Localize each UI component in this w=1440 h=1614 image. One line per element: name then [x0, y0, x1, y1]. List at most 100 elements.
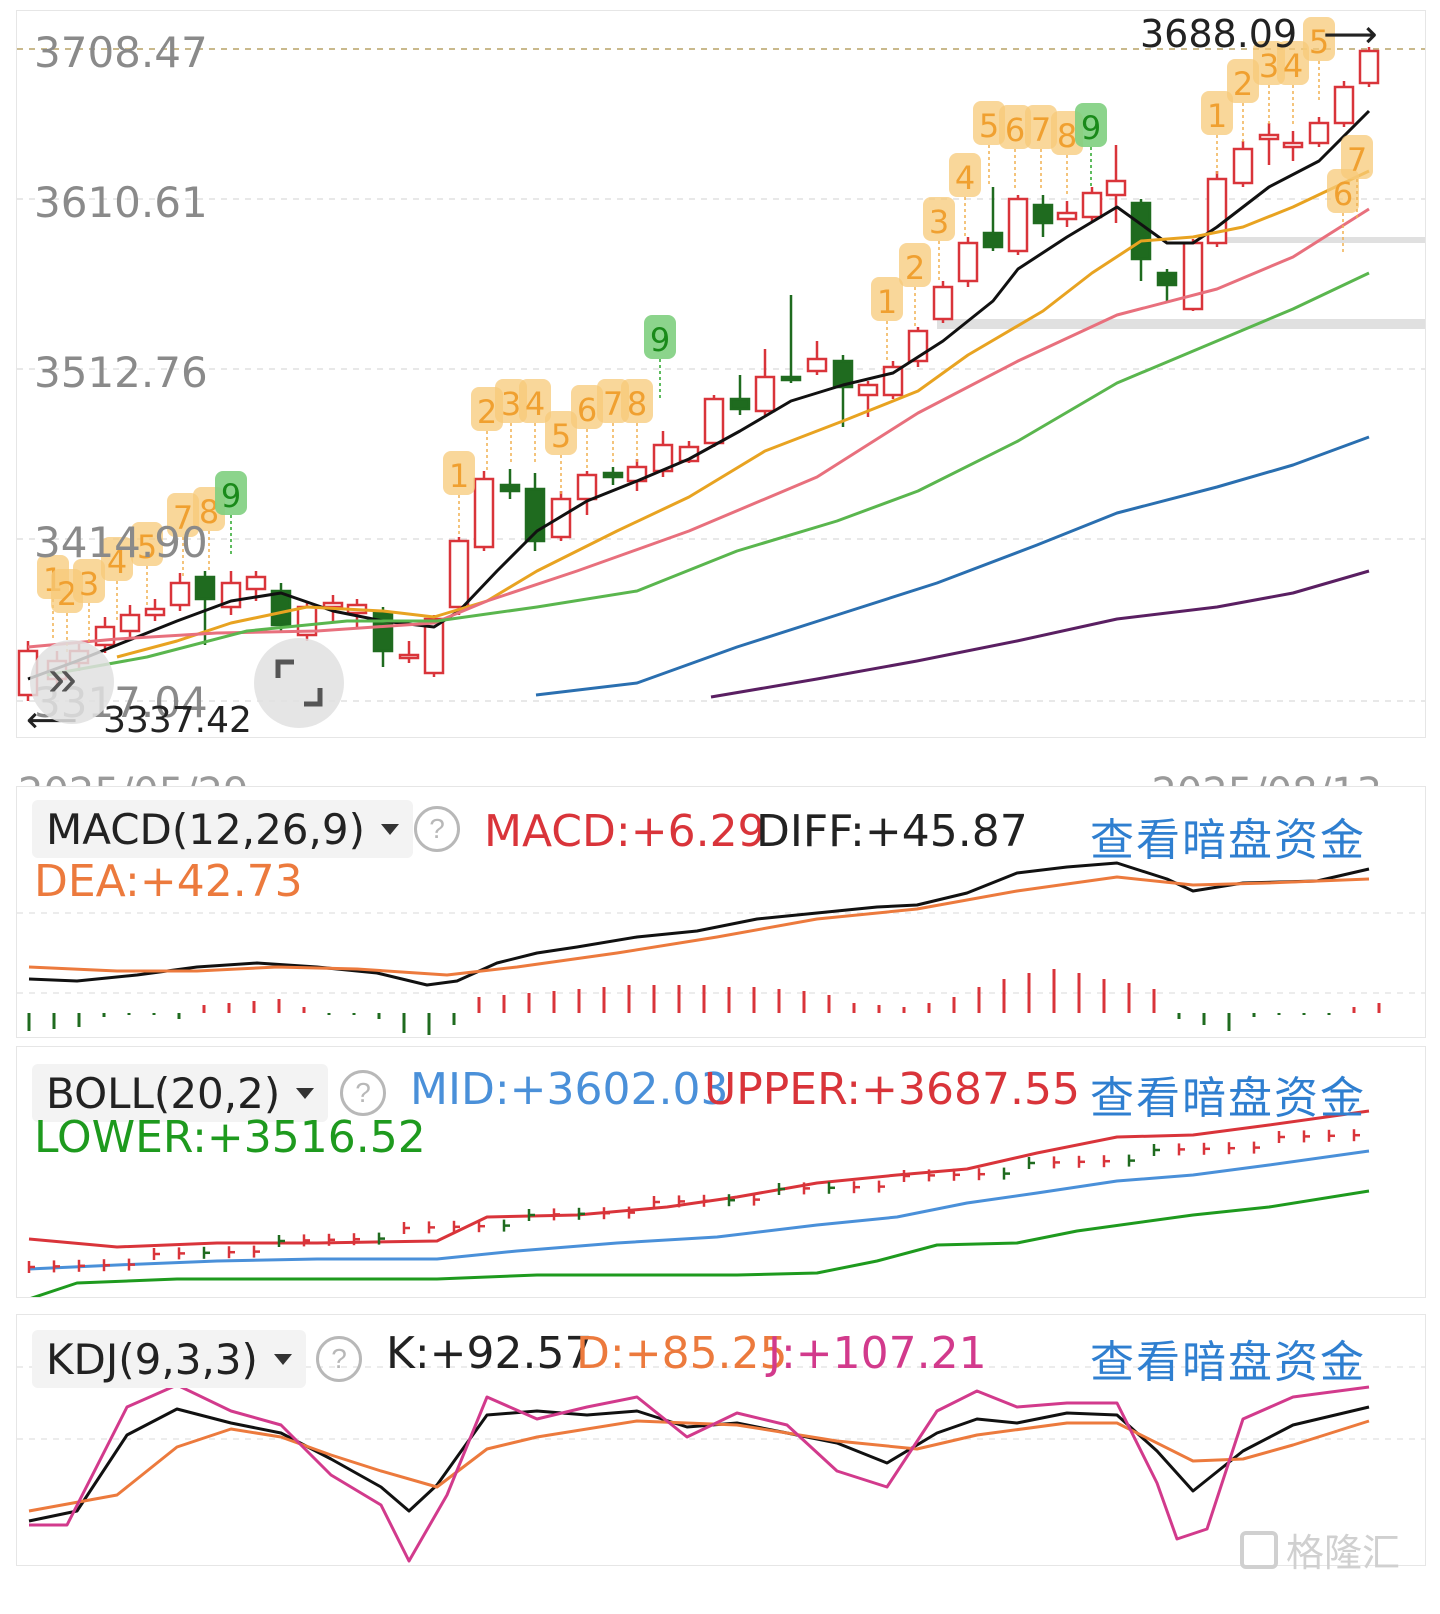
td-count-label-bg: [131, 522, 163, 566]
td-count-label: 1: [877, 283, 897, 321]
td-count-label: 2: [57, 575, 77, 613]
ma5-line: [27, 109, 1371, 681]
td-count-label: 2: [905, 249, 925, 287]
td-count-label-bg: [1227, 59, 1259, 103]
td-nine-label-bg: [215, 471, 247, 515]
td-count-label-bg: [621, 379, 653, 423]
candle-body: [882, 365, 904, 397]
td-count-label: 3: [929, 203, 949, 241]
kdj-j-value: J:+107.21: [768, 1328, 987, 1379]
td-count-label-bg: [1327, 169, 1359, 213]
boll-upper-line: [28, 1109, 1370, 1249]
candle-body: [245, 575, 267, 591]
td-count-label: 8: [199, 493, 219, 531]
candle-body: [1056, 211, 1078, 221]
high-price-value: 3688.09: [1140, 12, 1298, 56]
candle-body: [169, 581, 191, 607]
td-nine-label-bg: [644, 315, 676, 359]
double-chevron-right-icon: »: [48, 649, 77, 707]
dropdown-caret-icon: [380, 823, 399, 835]
candle-body: [754, 375, 776, 413]
td-count-label-bg: [167, 493, 199, 537]
candle-body: [1333, 85, 1355, 125]
kdj-indicator-select[interactable]: KDJ(9,3,3): [32, 1330, 306, 1388]
dark-pool-link-boll[interactable]: 查看暗盘资金: [1090, 1073, 1366, 1124]
candle-body: [1130, 201, 1152, 261]
high-price-marker: 3688.09 ⟶: [1140, 12, 1378, 56]
boll-help-icon[interactable]: ?: [340, 1070, 386, 1116]
td-count-label-bg: [1341, 135, 1373, 179]
low-price-value: 3337.42: [103, 700, 252, 741]
candle-body: [1308, 121, 1330, 145]
td-count-label: 5: [979, 107, 999, 145]
td-count-label-bg: [899, 243, 931, 287]
kdj-k-value: K:+92.57: [386, 1328, 593, 1379]
candle-body: [602, 471, 624, 479]
ma120-line: [710, 569, 1370, 699]
td-count-label: 5: [1309, 23, 1329, 61]
td-count-label: 7: [1347, 141, 1367, 179]
ma20-line: [27, 207, 1370, 649]
td-count-label: 2: [1233, 65, 1253, 103]
td-count-label: 1: [1207, 97, 1227, 135]
td-count-label: 1: [449, 457, 469, 495]
main-chart-panel[interactable]: 123457891234567891234567891234567: [16, 10, 1426, 738]
dark-pool-link-macd[interactable]: 查看暗盘资金: [1090, 815, 1366, 866]
price-label-3: 3512.76: [34, 348, 208, 397]
td-count-label: 7: [1031, 111, 1051, 149]
candle-body: [322, 601, 344, 609]
candle-body: [576, 473, 598, 501]
candle-body: [448, 539, 470, 609]
candle-body: [1032, 203, 1054, 225]
td-count-label: 3: [79, 565, 99, 603]
td-count-label-bg: [973, 101, 1005, 145]
macd-indicator-select[interactable]: MACD(12,26,9): [32, 800, 413, 858]
expand-sidebar-button[interactable]: »: [30, 640, 114, 724]
td-nine-label: 9: [1081, 109, 1101, 147]
td-count-label: 4: [1283, 47, 1303, 85]
td-nine-label: 9: [650, 321, 670, 359]
dark-pool-link-kdj[interactable]: 查看暗盘资金: [1090, 1337, 1366, 1388]
candle-body: [982, 231, 1004, 249]
ma30-line: [46, 271, 1370, 677]
price-label-1: 3708.47: [34, 28, 208, 77]
td-count-label-bg: [443, 451, 475, 495]
candle-body: [144, 607, 166, 617]
td-count-label: 4: [525, 385, 545, 423]
td-count-label: 5: [137, 528, 157, 566]
boll-indicator-select[interactable]: BOLL(20,2): [32, 1064, 329, 1122]
ma60-line: [535, 435, 1370, 697]
candle-body: [499, 483, 521, 493]
macd-help-icon[interactable]: ?: [414, 806, 460, 852]
kdj-help-icon[interactable]: ?: [316, 1336, 362, 1382]
td-count-label: 4: [955, 159, 975, 197]
candle-body: [857, 383, 879, 397]
td-count-label-bg: [1303, 17, 1335, 61]
fullscreen-button[interactable]: [254, 638, 344, 728]
td-count-label: 8: [1057, 117, 1077, 155]
td-count-label: 5: [551, 417, 571, 455]
candle-body: [806, 357, 828, 373]
candle-body: [1007, 197, 1029, 253]
logo-icon: [1239, 1530, 1278, 1569]
diff-line: [28, 861, 1370, 987]
candle-body: [94, 625, 116, 647]
td-count-label-bg: [519, 379, 551, 423]
fullscreen-icon: [275, 659, 323, 707]
candle-body: [1232, 147, 1254, 185]
td-nine-label: 9: [221, 477, 241, 515]
td-count-label: 4: [107, 543, 127, 581]
arrow-right-icon: ⟶: [1323, 12, 1378, 56]
td-count-label-bg: [101, 537, 133, 581]
candle-body: [473, 477, 495, 549]
dropdown-caret-icon: [296, 1087, 315, 1099]
boll-mid-line: [28, 1149, 1370, 1271]
candlestick-chart[interactable]: 123457891234567891234567891234567: [17, 11, 1425, 737]
boll-upper-value: UPPER:+3687.55: [704, 1064, 1080, 1115]
ma10-line: [116, 169, 1370, 659]
candle-body: [932, 285, 954, 321]
price-label-4: 3414.90: [34, 518, 208, 567]
candle-body: [1206, 177, 1228, 245]
boll-mid-value: MID:+3602.03: [410, 1064, 729, 1115]
candle-body: [780, 375, 802, 382]
